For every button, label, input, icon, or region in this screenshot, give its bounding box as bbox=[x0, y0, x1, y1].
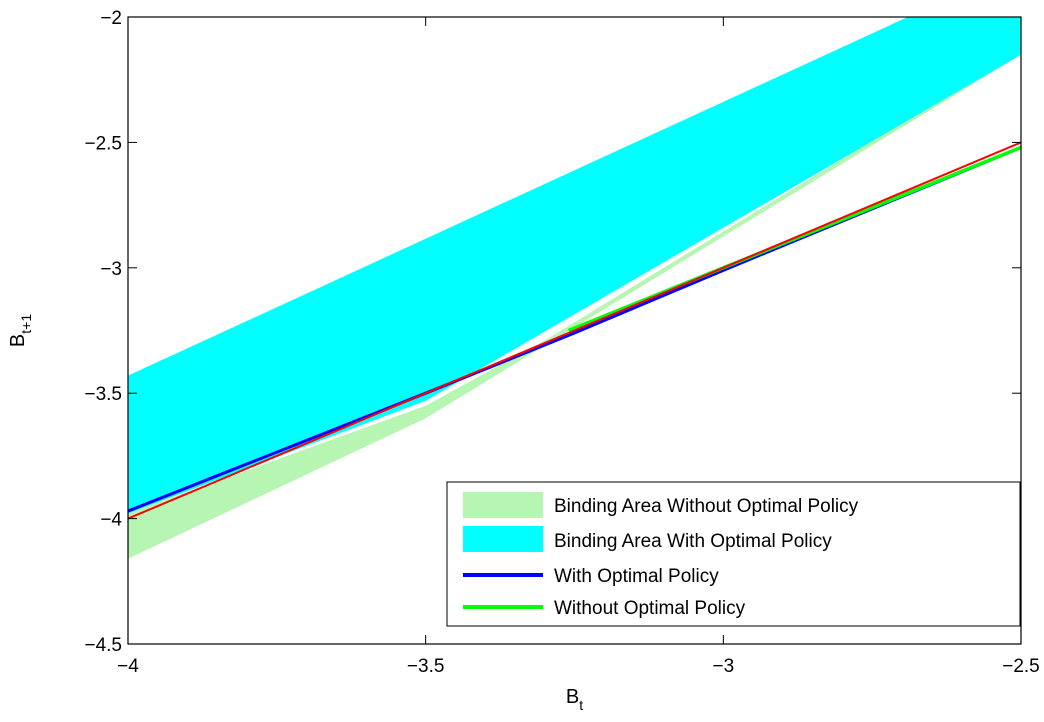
x-tick-label-1: −3.5 bbox=[407, 656, 445, 677]
y-tick-label-3: −3 bbox=[100, 259, 122, 280]
ticks-layer: −4 −3.5 −3 −2.5−4.5−4−3.5−3−2.5−2 bbox=[84, 8, 1039, 677]
plot-frame bbox=[127, 16, 1022, 645]
areas-layer bbox=[128, 17, 1021, 559]
x-axis-label: Bt bbox=[566, 686, 583, 713]
x-tick-label-0: −4 bbox=[117, 656, 139, 677]
legend-label-binding-without: Binding Area Without Optimal Policy bbox=[554, 496, 859, 517]
x-tick-label-3: −2.5 bbox=[1002, 656, 1040, 677]
x-tick-label-2: −3 bbox=[712, 656, 734, 677]
legend-label-binding-with: Binding Area With Optimal Policy bbox=[554, 531, 832, 552]
y-tick-label-0: −4.5 bbox=[84, 635, 122, 656]
y-axis-label-sub: t+1 bbox=[18, 314, 34, 334]
area-1 bbox=[128, 17, 1021, 514]
y-tick-label-4: −2.5 bbox=[84, 133, 122, 154]
legend-swatch-binding-with bbox=[463, 526, 543, 552]
y-tick-label-5: −2 bbox=[100, 8, 122, 29]
y-axis-label-main: B bbox=[7, 334, 29, 347]
legend-label-without-optimal: Without Optimal Policy bbox=[554, 598, 746, 619]
y-tick-label-1: −4 bbox=[100, 510, 122, 531]
series-line-2 bbox=[127, 141, 1022, 520]
area-0 bbox=[128, 49, 1021, 559]
x-axis-label-sub: t bbox=[579, 697, 583, 713]
x-axis-label-main: B bbox=[566, 686, 579, 708]
y-axis-label: Bt+1 bbox=[7, 314, 34, 347]
legend: Binding Area Without Optimal Policy Bind… bbox=[446, 481, 1021, 627]
series-layer bbox=[127, 141, 1022, 520]
y-tick-label-2: −3.5 bbox=[84, 384, 122, 405]
legend-swatch-binding-without bbox=[463, 492, 543, 518]
legend-label-with-optimal: With Optimal Policy bbox=[554, 566, 719, 587]
